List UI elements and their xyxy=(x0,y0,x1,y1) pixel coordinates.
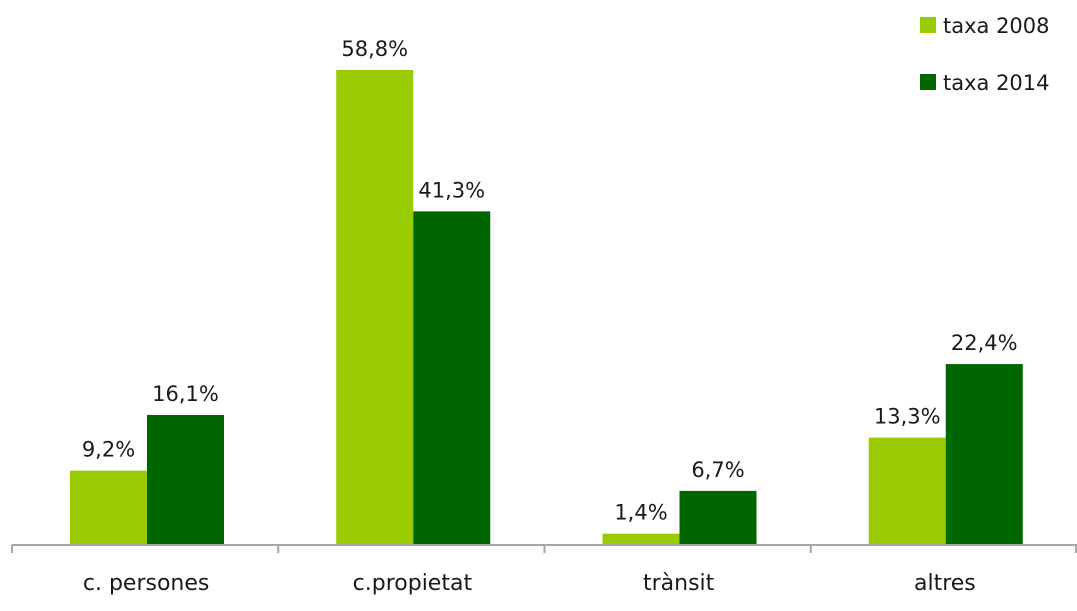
bar-series1-1 xyxy=(336,70,414,545)
data-label: 22,4% xyxy=(951,331,1018,355)
category-label: c.propietat xyxy=(353,571,473,596)
bar-series1-0 xyxy=(70,470,147,545)
bar-series1-3 xyxy=(868,437,946,545)
bars-group xyxy=(70,70,1023,545)
bar-series2-1 xyxy=(413,211,491,545)
data-label: 13,3% xyxy=(874,405,941,429)
bar-series2-3 xyxy=(945,364,1023,545)
legend: taxa 2008 taxa 2014 xyxy=(920,14,1050,95)
category-label: altres xyxy=(914,571,976,596)
x-axis xyxy=(11,544,1077,553)
legend-label: taxa 2008 xyxy=(943,14,1050,38)
bar-series2-2 xyxy=(679,490,757,545)
data-label: 16,1% xyxy=(152,382,219,406)
data-label: 58,8% xyxy=(341,37,408,61)
legend-swatch xyxy=(920,17,936,33)
legend-label: taxa 2014 xyxy=(943,71,1050,95)
legend-swatch xyxy=(920,74,936,90)
data-label: 41,3% xyxy=(418,178,485,202)
data-label: 1,4% xyxy=(614,501,667,525)
data-label: 6,7% xyxy=(691,458,744,482)
category-label: trànsit xyxy=(643,571,715,596)
category-labels-group: c. persones c.propietat trànsit altres xyxy=(83,571,976,596)
bar-series2-0 xyxy=(147,414,224,545)
bar-series1-2 xyxy=(602,533,680,545)
data-labels-group: 9,2% 16,1% 58,8% 41,3% 1,4% 6,7% 13,3% 22,4% xyxy=(82,37,1018,525)
category-label: c. persones xyxy=(83,571,210,596)
data-label: 9,2% xyxy=(82,438,135,462)
